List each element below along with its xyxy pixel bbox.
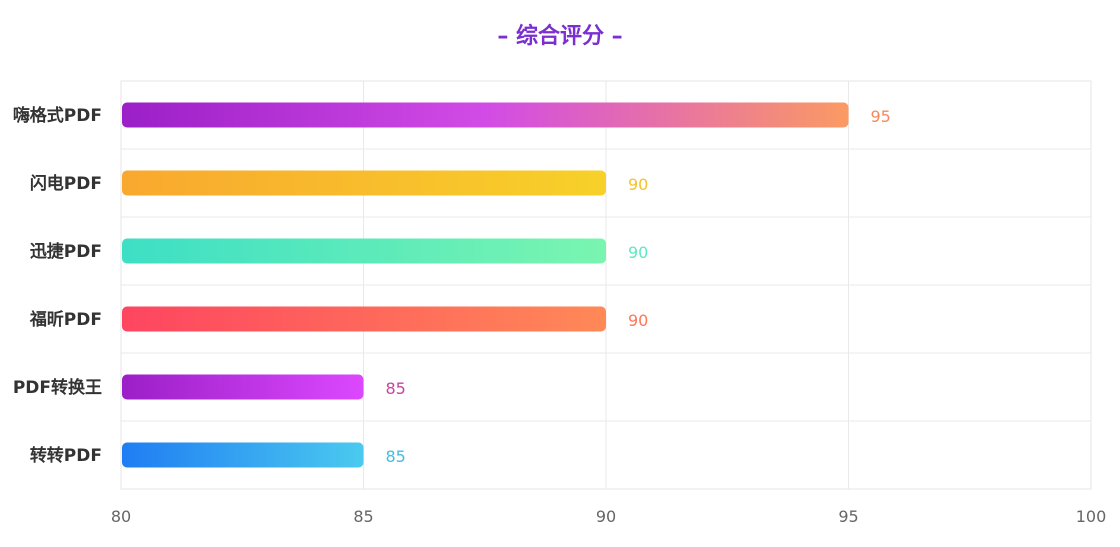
- bars: [122, 102, 849, 468]
- category-label: PDF转换王: [13, 377, 102, 398]
- bar: [122, 442, 364, 468]
- bar: [122, 170, 606, 196]
- bar: [122, 102, 849, 128]
- category-label: 福昕PDF: [29, 309, 102, 330]
- category-label: 嗨格式PDF: [13, 105, 102, 126]
- category-label: 转转PDF: [30, 445, 102, 466]
- x-tick-label: 100: [1076, 507, 1107, 526]
- x-tick-label: 85: [353, 507, 373, 526]
- gridlines: [121, 81, 1091, 489]
- value-label: 95: [871, 107, 891, 126]
- value-labels: 95 90 90 90 85 85: [386, 107, 891, 466]
- bar: [122, 306, 606, 332]
- x-tick-label: 80: [111, 507, 131, 526]
- x-tick-label: 90: [596, 507, 616, 526]
- value-label: 85: [386, 379, 406, 398]
- value-label: 90: [628, 175, 648, 194]
- x-tick-label: 95: [838, 507, 858, 526]
- value-label: 90: [628, 311, 648, 330]
- chart-title: – 综合评分 –: [497, 23, 622, 49]
- value-label: 85: [386, 447, 406, 466]
- value-label: 90: [628, 243, 648, 262]
- bar: [122, 238, 606, 264]
- x-axis-tick-labels: 80 85 90 95 100: [111, 507, 1106, 526]
- bar: [122, 374, 364, 400]
- category-label: 迅捷PDF: [30, 241, 102, 262]
- category-label: 闪电PDF: [30, 173, 102, 194]
